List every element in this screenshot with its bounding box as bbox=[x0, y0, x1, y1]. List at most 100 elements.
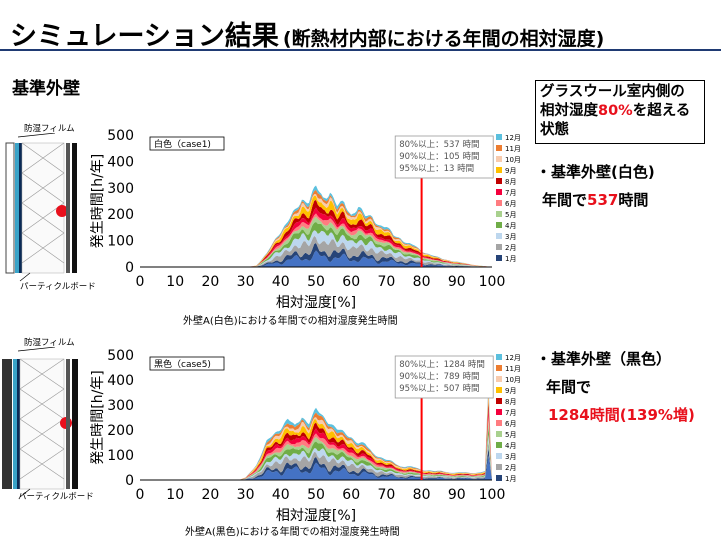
legend-swatch-4 bbox=[496, 178, 502, 184]
callout-line3: 状態 bbox=[540, 122, 569, 138]
legend-label-2: 10月 bbox=[505, 156, 520, 164]
y-tick-label-1: 100 bbox=[107, 448, 134, 464]
area-layer-7 bbox=[245, 213, 492, 267]
legend-label-3: 9月 bbox=[505, 167, 516, 175]
wall2-vapor-film bbox=[13, 359, 17, 489]
x-tick-label-5: 50 bbox=[307, 487, 325, 503]
legend-label-6: 6月 bbox=[505, 420, 516, 428]
callout-line1: グラスウール室内側の bbox=[540, 84, 685, 100]
wall1-particle-board bbox=[66, 143, 70, 273]
area-layer-1 bbox=[245, 250, 492, 267]
stats-line-0: 80%以上：1284 時間 bbox=[399, 360, 485, 370]
wall2-insulation bbox=[19, 358, 65, 490]
y-tick-label-2: 200 bbox=[107, 207, 134, 223]
wall1-vapor-film bbox=[15, 143, 19, 273]
wall2-leader-top bbox=[17, 347, 56, 352]
legend-label-9: 3月 bbox=[505, 453, 516, 461]
legend-swatch-3 bbox=[496, 167, 502, 173]
legend-swatch-1 bbox=[496, 145, 502, 151]
legend-label-4: 8月 bbox=[505, 398, 516, 406]
y-axis-label: 発生時間[h/年] bbox=[90, 370, 106, 465]
wall1-leader-top bbox=[17, 133, 56, 138]
area-layer-4 bbox=[245, 230, 492, 267]
area-layer-2 bbox=[245, 243, 492, 267]
x-tick-label-7: 70 bbox=[377, 487, 395, 503]
x-tick-label-8: 80 bbox=[413, 274, 431, 290]
x-tick-label-3: 30 bbox=[237, 274, 255, 290]
legend-label-3: 9月 bbox=[505, 387, 516, 395]
case-label-box: 黒色（case5) bbox=[149, 356, 225, 371]
legend-swatch-1 bbox=[496, 365, 502, 371]
area-layer-10 bbox=[245, 195, 492, 267]
callout-line2-post: を超える bbox=[632, 103, 691, 119]
chart-white-caption: 外壁A(白色)における年間での相対湿度発生時間 bbox=[183, 316, 398, 327]
page-title-main: シミュレーション結果 bbox=[10, 21, 279, 52]
x-tick-label-9: 90 bbox=[448, 487, 466, 503]
note-white-line2-post: 時間 bbox=[618, 191, 649, 209]
wall1-section-diagram bbox=[5, 133, 77, 282]
note-white-line2-red: 537 bbox=[587, 191, 619, 209]
legend-swatch-5 bbox=[496, 189, 502, 195]
area-layer-3 bbox=[245, 235, 492, 267]
legend-label-9: 3月 bbox=[505, 233, 516, 241]
y-tick-label-5: 500 bbox=[107, 128, 134, 144]
title-rule bbox=[0, 49, 721, 51]
legend-label-0: 12月 bbox=[505, 134, 520, 142]
page-title: シミュレーション結果 (断熱材内部における年間の相対湿度) bbox=[10, 14, 604, 53]
legend-swatch-0 bbox=[496, 134, 502, 140]
legend-label-10: 2月 bbox=[505, 464, 516, 472]
wall2-leader-bottom bbox=[19, 488, 31, 497]
x-tick-label-3: 30 bbox=[237, 487, 255, 503]
legend-label-5: 7月 bbox=[505, 189, 516, 197]
legend-label-2: 10月 bbox=[505, 376, 520, 384]
legend-swatch-9 bbox=[496, 453, 502, 459]
wall1-insulation bbox=[21, 142, 65, 274]
x-tick-label-1: 10 bbox=[166, 487, 184, 503]
area-layer-5 bbox=[238, 425, 492, 480]
note-white: ・基準外壁(白色) 年間で537時間 bbox=[536, 158, 655, 214]
legend-label-5: 7月 bbox=[505, 409, 516, 417]
legend-label-8: 4月 bbox=[505, 222, 516, 230]
legend-swatch-10 bbox=[496, 464, 502, 470]
wall1-gypsum bbox=[19, 143, 22, 273]
legend-label-4: 8月 bbox=[505, 178, 516, 186]
wall1-bottom-label: パーティクルボード bbox=[20, 282, 96, 292]
stats-box: 80%以上：537 時間 90%以上：105 時間 95%以上：13 時間 bbox=[394, 135, 494, 179]
callout-line2-pre: 相対湿度 bbox=[540, 103, 598, 119]
x-tick-label-6: 60 bbox=[342, 274, 360, 290]
legend-label-0: 12月 bbox=[505, 354, 520, 362]
wall2-exterior-black bbox=[2, 359, 12, 489]
x-tick-label-6: 60 bbox=[342, 487, 360, 503]
legend-label-7: 5月 bbox=[505, 211, 516, 219]
legend-swatch-11 bbox=[496, 475, 502, 481]
legend-swatch-11 bbox=[496, 255, 502, 261]
note-black-line3-red: 1284時間 bbox=[548, 406, 620, 424]
note-white-line2: 年間で537時間 bbox=[536, 186, 655, 214]
x-axis-label: 相対湿度[%] bbox=[276, 295, 356, 310]
legend-swatch-7 bbox=[496, 211, 502, 217]
legend-swatch-8 bbox=[496, 442, 502, 448]
legend-label-10: 2月 bbox=[505, 244, 516, 252]
note-white-line2-pre: 年間で bbox=[542, 191, 588, 209]
legend-swatch-2 bbox=[496, 376, 502, 382]
y-axis-label: 発生時間[h/年] bbox=[90, 154, 106, 249]
legend-swatch-2 bbox=[496, 156, 502, 162]
case-label-box: 白色（case1) bbox=[149, 136, 225, 151]
note-black-line3: 1284時間(139%増) bbox=[536, 401, 695, 429]
area-layer-1 bbox=[238, 455, 492, 480]
wall1-exterior bbox=[72, 143, 77, 273]
note-black-line3-post: (139%増) bbox=[619, 406, 695, 424]
x-tick-label-2: 20 bbox=[201, 487, 219, 503]
note-black-line2: 年間で bbox=[546, 378, 592, 396]
callout-box: グラスウール室内側の 相対湿度80%を超える 状態 bbox=[535, 80, 705, 144]
x-tick-label-10: 100 bbox=[479, 274, 506, 290]
x-tick-label-0: 0 bbox=[136, 487, 145, 503]
legend-swatch-9 bbox=[496, 233, 502, 239]
x-tick-label-2: 20 bbox=[201, 274, 219, 290]
legend-swatch-8 bbox=[496, 222, 502, 228]
legend-label-7: 5月 bbox=[505, 431, 516, 439]
stats-line-1: 90%以上：789 時間 bbox=[399, 372, 479, 382]
case-label-text: 黒色（case5) bbox=[154, 358, 211, 370]
legend-swatch-7 bbox=[496, 431, 502, 437]
y-tick-label-3: 300 bbox=[107, 181, 134, 197]
